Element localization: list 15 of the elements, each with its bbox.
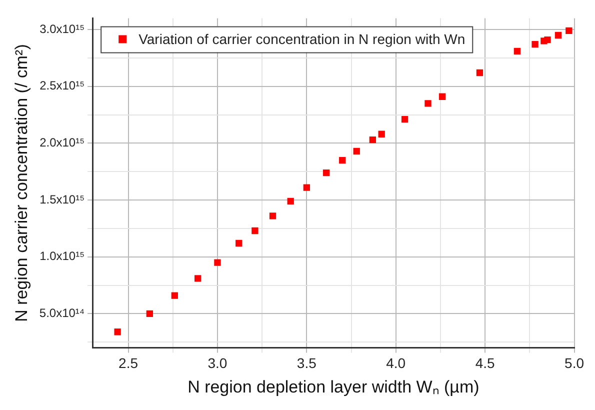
x-axis-title: N region depletion layer width Wₙ (µm) <box>188 377 480 396</box>
y-tick-label: 2.5x10¹⁵ <box>40 78 85 93</box>
y-tick-label: 1.0x10¹⁵ <box>40 249 85 264</box>
y-axis-title: N region carrier concentration (/ cm²) <box>12 44 31 322</box>
x-tick-label: 3.5 <box>296 355 317 372</box>
x-tick-label: 4.5 <box>475 355 496 372</box>
x-tick-label: 2.5 <box>118 355 138 372</box>
x-tick-label: 4.0 <box>386 355 406 372</box>
x-tick-label: 3.0 <box>208 355 228 372</box>
y-tick-label: 2.0x10¹⁵ <box>40 136 85 150</box>
y-tick-label: 3.0x10¹⁵ <box>40 22 85 36</box>
y-tick-label: 5.0x10¹⁴ <box>39 306 85 320</box>
y-tick-label: 1.5x10¹⁵ <box>40 192 85 206</box>
legend-label: Variation of carrier concentration in N region with Wn <box>138 31 466 48</box>
x-tick-label: 5.0 <box>564 355 584 372</box>
